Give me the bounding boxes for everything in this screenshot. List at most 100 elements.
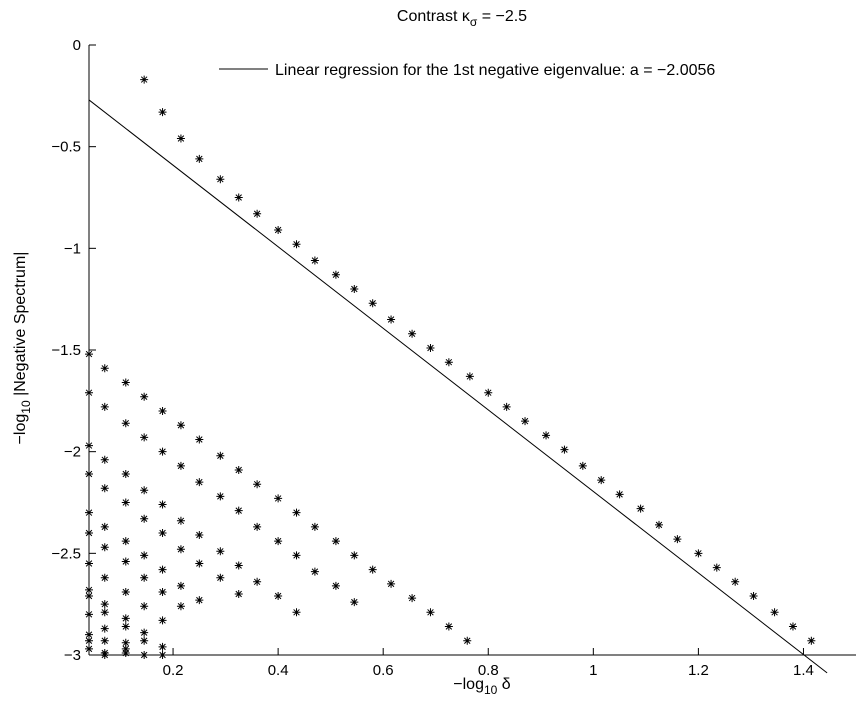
data-point [158, 587, 167, 596]
data-point [140, 636, 149, 645]
data-point [216, 573, 225, 582]
data-point [85, 441, 93, 450]
data-point [121, 537, 130, 546]
data-point [140, 75, 149, 84]
data-point [749, 592, 758, 601]
data-point [140, 551, 149, 560]
data-point [444, 358, 453, 367]
data-point [253, 480, 262, 489]
data-point [463, 636, 472, 645]
data-point [121, 470, 130, 479]
y-tick-label: 0 [73, 37, 81, 54]
data-point [100, 636, 109, 645]
data-point [140, 651, 149, 659]
data-point [85, 529, 93, 537]
data-point [100, 484, 109, 493]
data-point [387, 579, 396, 588]
data-point [121, 419, 130, 428]
data-point [121, 378, 130, 387]
data-point [234, 465, 243, 474]
chart-title-suffix: = −2.5 [477, 8, 527, 25]
data-point [331, 270, 340, 279]
data-point [712, 563, 721, 572]
data-point [140, 514, 149, 523]
data-point [195, 531, 204, 540]
data-point [158, 447, 167, 456]
data-point [408, 594, 417, 603]
data-point [310, 567, 319, 576]
data-point [274, 494, 283, 503]
data-point [121, 622, 130, 631]
data-point [121, 498, 130, 507]
data-point [100, 624, 109, 633]
data-point [578, 461, 587, 470]
data-point [100, 573, 109, 582]
data-point [176, 134, 185, 143]
data-point [274, 592, 283, 601]
data-point [368, 565, 377, 574]
y-tick-label: −1.5 [51, 342, 81, 359]
data-point [636, 504, 645, 513]
data-point [100, 600, 109, 609]
data-point [85, 585, 93, 594]
data-point [140, 602, 149, 611]
data-point [331, 581, 340, 590]
chart-title-subscript: σ [470, 15, 478, 29]
data-point [158, 642, 167, 651]
data-point [158, 616, 167, 625]
data-point [176, 461, 185, 470]
data-point [121, 587, 130, 596]
data-point [731, 577, 740, 586]
data-point [100, 543, 109, 552]
data-point [350, 598, 359, 607]
data-point [234, 561, 243, 570]
data-point [158, 108, 167, 117]
chart-title-main: Contrast κ [397, 8, 471, 25]
legend: Linear regression for the 1st negative e… [219, 62, 715, 79]
data-point [253, 209, 262, 218]
regression-line [88, 99, 828, 674]
data-point [426, 343, 435, 352]
data-point [176, 421, 185, 430]
y-tick-label: −2.5 [51, 545, 81, 562]
data-point [85, 559, 93, 568]
data-point [216, 492, 225, 501]
data-markers [85, 75, 816, 659]
data-point [484, 388, 493, 397]
data-point [85, 470, 93, 479]
data-point [176, 545, 185, 554]
y-tick-label: −0.5 [51, 139, 81, 156]
y-tick-label: −1 [64, 240, 81, 257]
data-point [100, 522, 109, 531]
data-point [615, 490, 624, 499]
data-point [234, 193, 243, 202]
x-tick-label: 1 [589, 662, 597, 679]
data-point [100, 402, 109, 411]
data-point [253, 577, 262, 586]
y-axis-ticks: 0 −0.5 −1 −1.5 −2 −2.5 −3 [51, 37, 96, 664]
data-point [121, 614, 130, 623]
data-point [85, 610, 93, 619]
data-point [292, 508, 301, 517]
x-tick-label: 0.4 [268, 662, 289, 679]
data-point [195, 478, 204, 487]
data-point [292, 608, 301, 617]
data-point [387, 315, 396, 324]
x-axis-title-suffix: δ [497, 676, 510, 693]
data-point [234, 506, 243, 515]
data-point [176, 516, 185, 525]
x-axis-title-main: −log [453, 676, 484, 693]
axes [88, 45, 856, 656]
data-point [426, 608, 435, 617]
data-point [195, 559, 204, 568]
data-point [140, 433, 149, 442]
data-point [673, 535, 682, 544]
data-point [85, 644, 93, 653]
data-point [253, 522, 262, 531]
data-point [176, 602, 185, 611]
data-point [121, 644, 130, 653]
data-point [770, 608, 779, 617]
data-point [216, 175, 225, 184]
x-axis-title-subscript: 10 [484, 683, 498, 697]
